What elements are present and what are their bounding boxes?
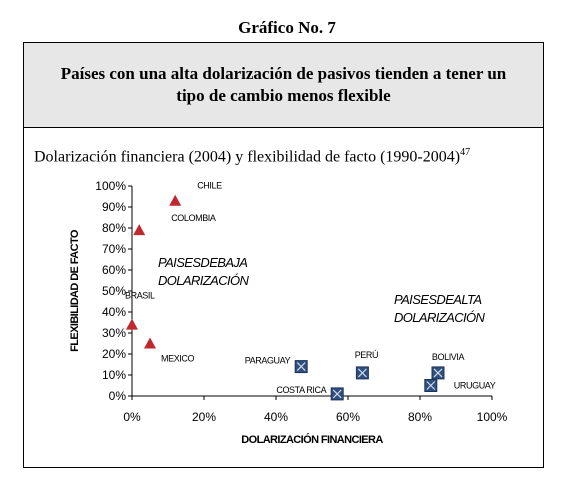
point-marker-colombia xyxy=(133,224,146,236)
marker-cross xyxy=(426,381,436,390)
chart-subtitle: Dolarización financiera (2004) y flexibi… xyxy=(34,147,470,166)
group-label-line1: PAISESDEBAJA xyxy=(158,255,247,270)
y-tick-label: 100% xyxy=(95,179,126,193)
x-tick-label: 0% xyxy=(123,410,141,424)
point-label-uruguay: URUGUAY xyxy=(454,381,496,391)
group-label-line2: DOLARIZACIÓN xyxy=(158,273,250,288)
chart-ticks: 0% 10% 20% 30% 40% 50% 60% 70% 80% 90% 100% 0% 20% 40… xyxy=(95,179,507,424)
marker-cross xyxy=(433,368,443,378)
point-marker-mexico xyxy=(144,337,156,349)
chart-marks xyxy=(126,194,445,401)
y-tick-label: 0% xyxy=(109,389,127,403)
figure-frame: Países con una alta dolarización de pasi… xyxy=(23,42,544,468)
point-marker-paraguay xyxy=(294,360,308,374)
point-label-mexico: MEXICO xyxy=(161,354,195,364)
point-marker-brasil xyxy=(126,318,138,330)
group-label-line1: PAISESDEALTA xyxy=(394,292,481,307)
point-marker-uruguay xyxy=(424,379,438,392)
x-tick-label: 40% xyxy=(264,410,288,424)
footnote-ref: 47 xyxy=(460,147,471,158)
figure-label: Gráfico No. 7 xyxy=(238,18,336,37)
y-axis-label: FLEXIBILIDAD DE FACTO xyxy=(69,229,81,352)
y-tick-label: 80% xyxy=(102,221,126,235)
point-marker-per- xyxy=(355,366,369,380)
chart-point-labels: CHILE COLOMBIA BRASIL MEXICO PARAGUAY PERÚ BOL… xyxy=(125,181,496,395)
y-tick-label: 30% xyxy=(102,326,126,340)
point-label-chile: CHILE xyxy=(197,181,222,191)
x-axis-label: DOLARIZACIÓN FINANCIERA xyxy=(241,433,383,446)
point-label-paraguay: PARAGUAY xyxy=(245,356,291,366)
x-tick-label: 60% xyxy=(336,410,360,424)
marker-cross xyxy=(332,389,342,399)
marker-cross xyxy=(357,368,367,378)
y-tick-label: 70% xyxy=(102,242,126,256)
x-tick-label: 80% xyxy=(408,410,432,424)
point-marker-costa-rica xyxy=(330,387,344,401)
chart-group-labels: PAISESDEBAJA DOLARIZACIÓN PAISESDEALTA DOLA… xyxy=(158,255,486,325)
point-label-brasil: BRASIL xyxy=(125,291,155,301)
y-tick-label: 90% xyxy=(102,200,126,214)
marker-cross xyxy=(296,362,306,372)
point-label-bolivia: BOLIVIA xyxy=(432,352,465,362)
header-title: Países con una alta dolarización de pasi… xyxy=(60,64,507,105)
point-label-per-: PERÚ xyxy=(355,350,378,360)
point-label-costa-rica: COSTA RICA xyxy=(276,385,326,395)
y-tick-label: 60% xyxy=(102,263,126,277)
x-tick-label: 100% xyxy=(477,410,508,424)
point-label-colombia: COLOMBIA xyxy=(171,213,216,223)
header-box: Países con una alta dolarización de pasi… xyxy=(24,43,543,128)
y-tick-label: 10% xyxy=(102,368,126,382)
y-tick-label: 40% xyxy=(102,305,126,319)
y-tick-label: 50% xyxy=(102,284,126,298)
y-tick-label: 20% xyxy=(102,347,126,361)
point-marker-chile xyxy=(169,194,182,206)
x-tick-label: 20% xyxy=(192,410,216,424)
point-marker-bolivia xyxy=(431,366,445,380)
group-label-line2: DOLARIZACIÓN xyxy=(394,310,486,325)
subtitle-text: Dolarización financiera (2004) y flexibi… xyxy=(34,148,461,166)
